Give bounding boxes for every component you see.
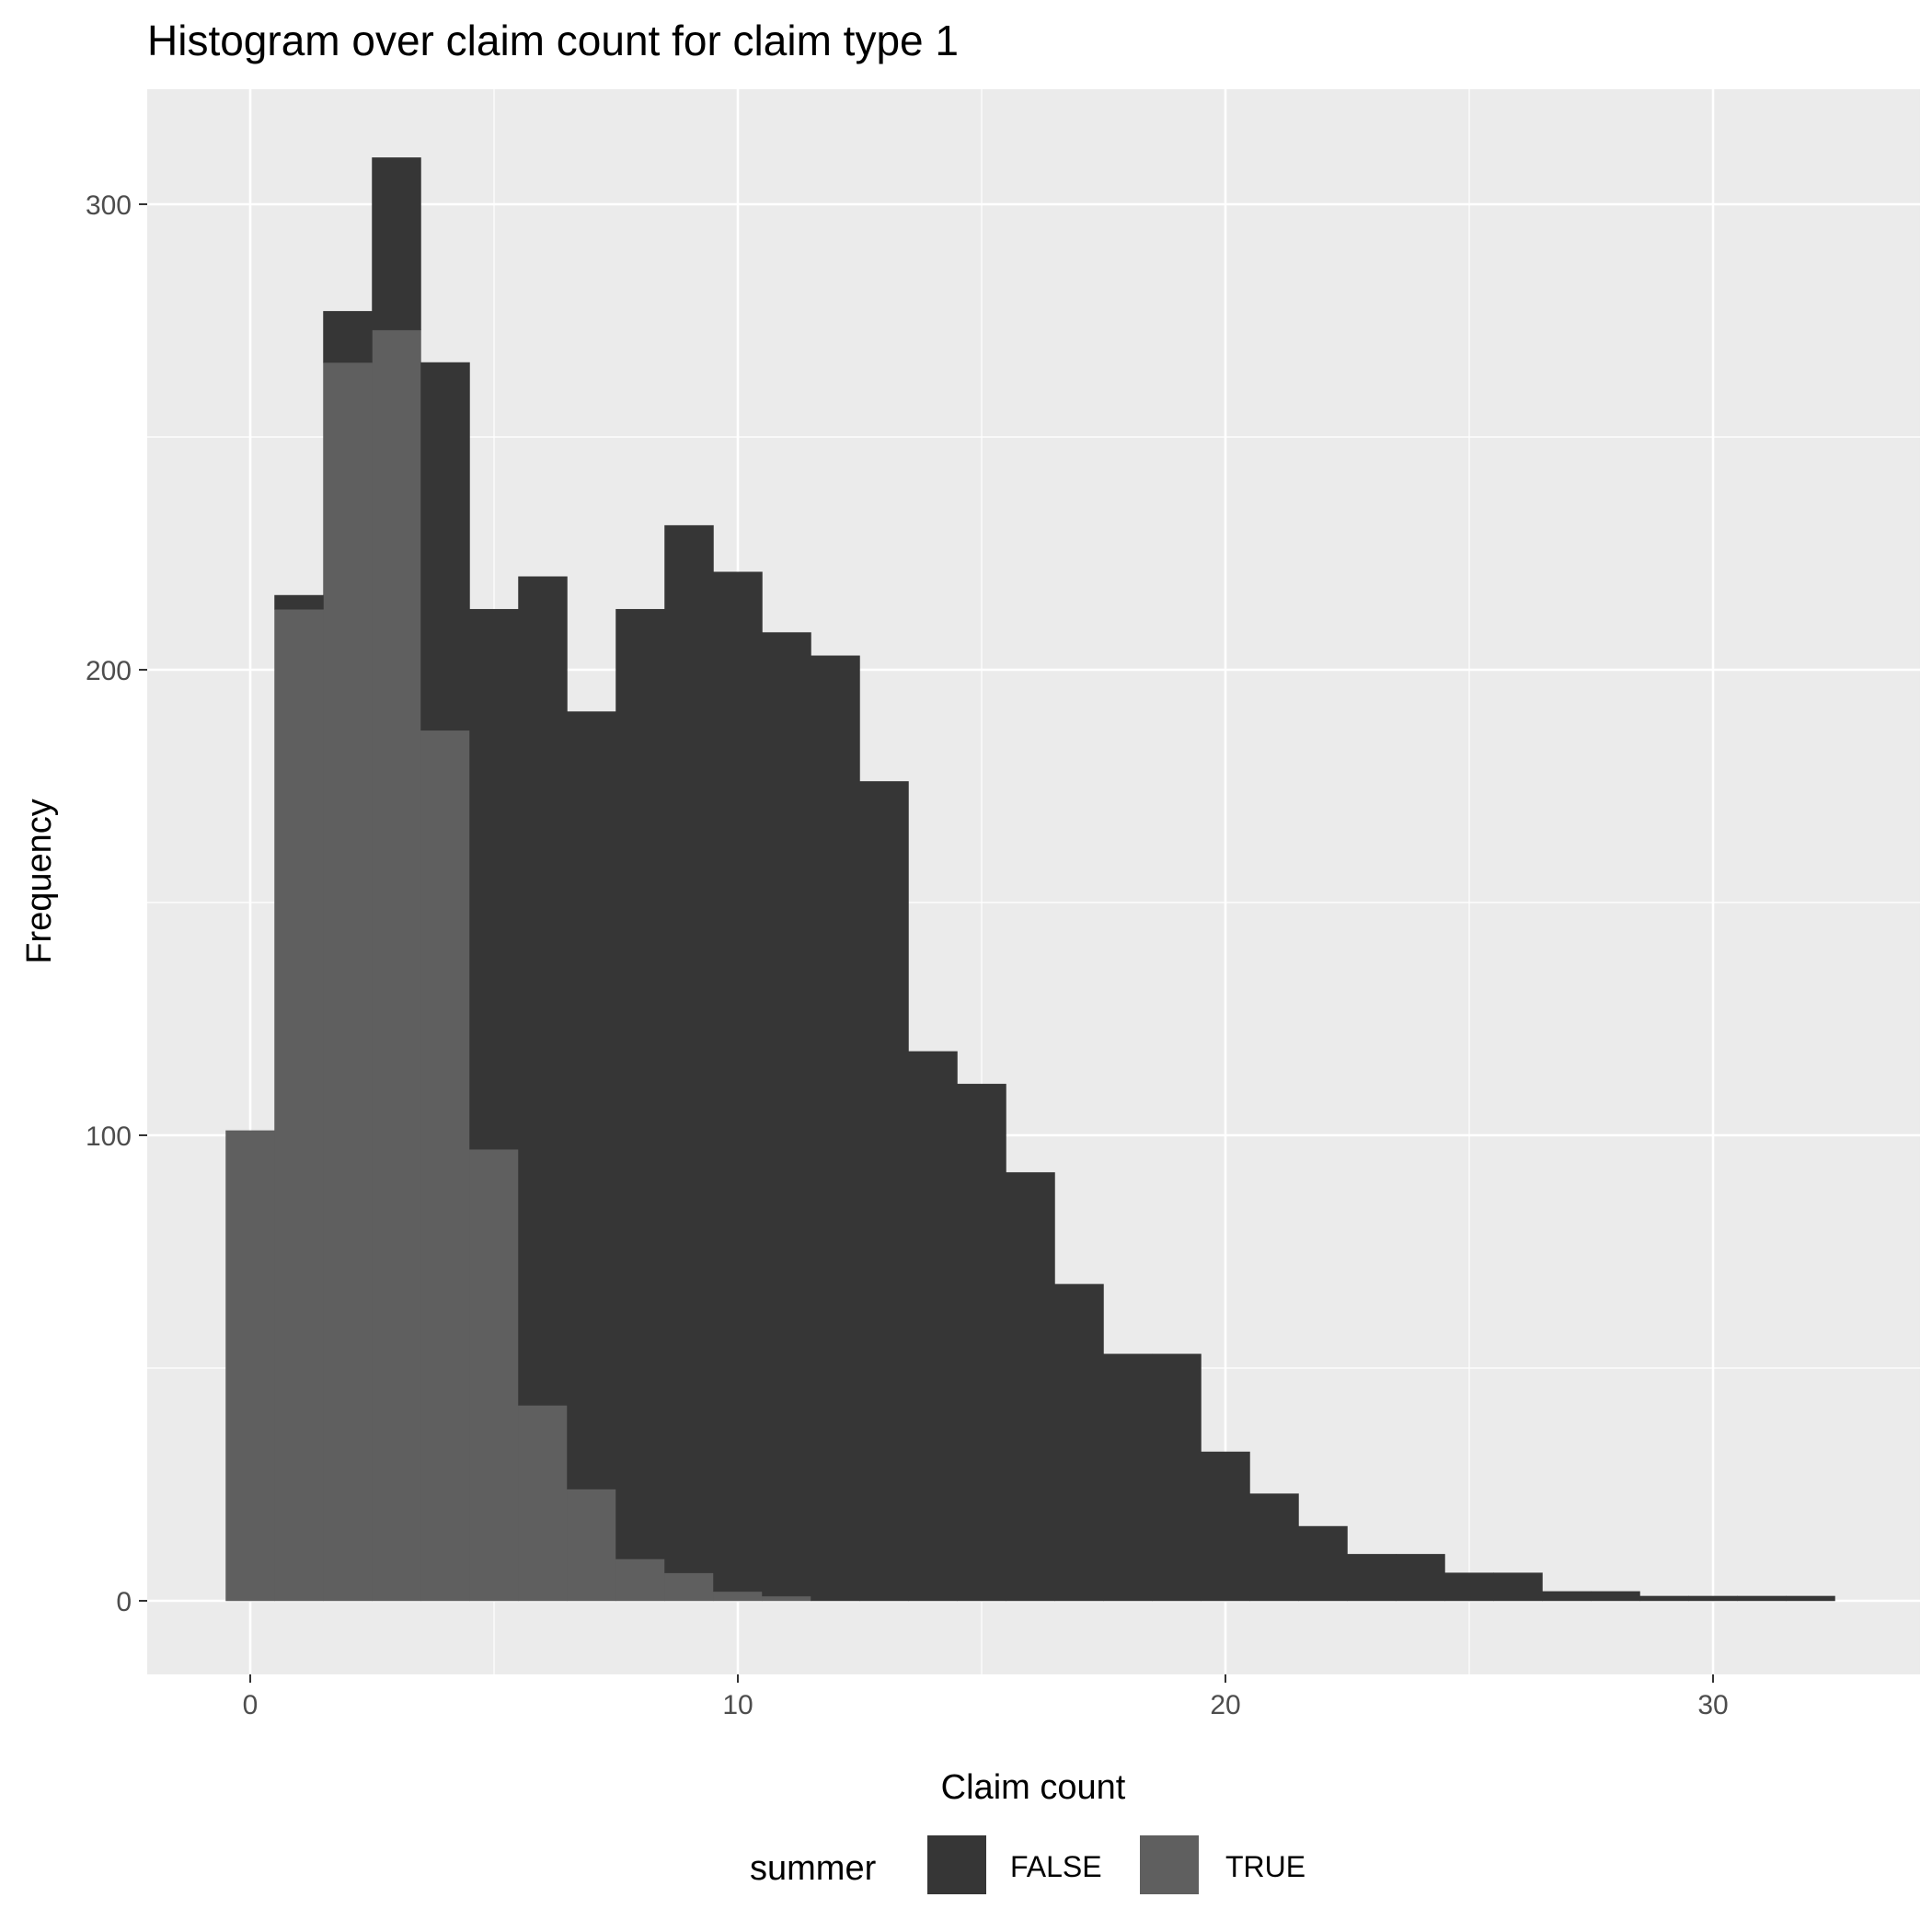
y-tick-label: 300 [86,190,132,221]
bar-false [664,524,714,1573]
bar-true [225,1130,275,1602]
bar-false [1006,1172,1055,1602]
bar-false [1688,1595,1738,1602]
bar-false [1737,1595,1787,1602]
bar-false [1347,1554,1397,1602]
bar-true [469,1148,519,1602]
x-tick-label: 10 [722,1690,753,1720]
bar-false [1493,1572,1543,1602]
bar-false [1591,1591,1640,1602]
bar-true [664,1572,714,1602]
bar-true [518,1405,568,1602]
bar-false [1298,1525,1348,1602]
bar-false [1201,1451,1250,1602]
bar-true [274,608,324,1602]
legend: summer FALSE TRUE [750,1834,1305,1896]
bar-false [1152,1353,1202,1602]
x-tick-label: 30 [1697,1690,1728,1720]
bar-false [420,362,470,731]
bar-false [274,594,324,610]
legend-title: summer [750,1849,877,1888]
x-tick-label: 20 [1210,1690,1240,1720]
bar-false [957,1084,1006,1602]
x-axis-label: Claim count [941,1768,1126,1807]
bar-true [372,329,421,1602]
bar-true [615,1558,665,1602]
bar-true [713,1591,763,1602]
bar-false [1639,1595,1689,1602]
bar-false [1786,1595,1835,1602]
legend-label-false: FALSE [1010,1850,1102,1883]
bar-false [908,1051,958,1602]
bar-false [859,781,909,1602]
bar-true [323,362,373,1602]
bar-false [615,608,665,1559]
bar-false [1444,1572,1494,1602]
bar-false [1542,1591,1592,1602]
bar-false [811,655,860,1602]
legend-swatch-true [1138,1834,1201,1896]
bar-false [518,576,568,1406]
bar-false [1103,1353,1153,1602]
bar-false [1054,1283,1104,1602]
bar-false [762,632,811,1597]
y-tick-label: 200 [86,656,132,686]
bar-true [420,730,470,1602]
bar-false [1249,1493,1299,1602]
y-axis-label: Frequency [20,799,59,964]
y-tick-label: 100 [86,1121,132,1152]
bar-true [762,1595,811,1602]
legend-label-true: TRUE [1225,1850,1305,1883]
bar-false [323,311,373,363]
bar-false [713,571,763,1593]
bar-true [567,1489,616,1602]
bar-false [567,711,616,1489]
bar-false [469,608,519,1150]
histogram-bars [225,157,1835,1602]
bar-false [372,157,421,330]
legend-swatch-false [926,1834,988,1896]
bar-false [1396,1554,1445,1602]
y-tick-label: 0 [116,1587,132,1617]
x-tick-label: 0 [243,1690,259,1720]
chart-title: Histogram over claim count for claim typ… [147,17,959,64]
